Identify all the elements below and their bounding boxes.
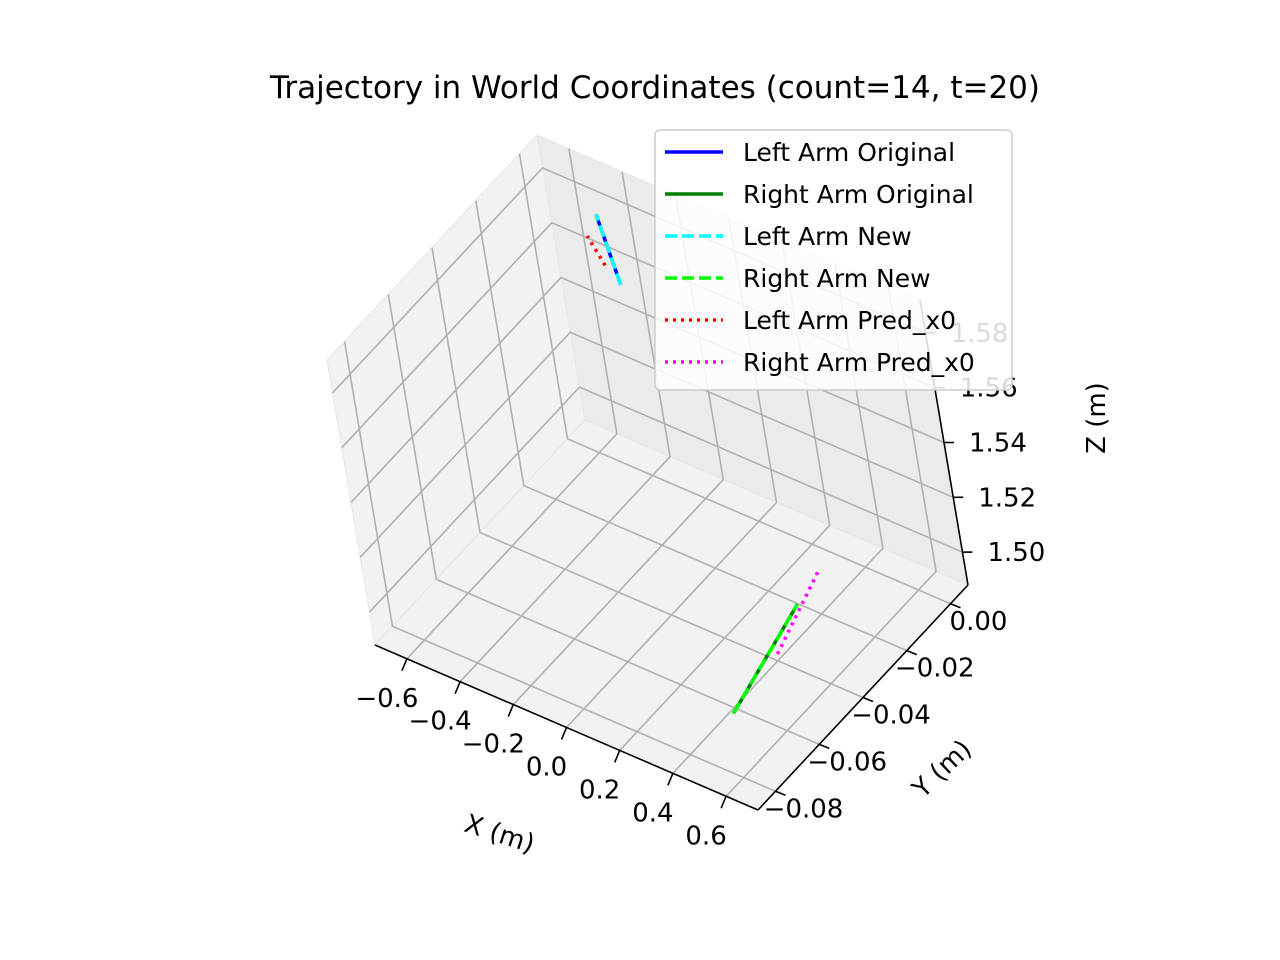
legend-box bbox=[654, 129, 1013, 391]
x-gridline bbox=[406, 148, 618, 660]
z-tick-label: 1.54 bbox=[969, 429, 1027, 459]
x-tick-mark bbox=[613, 750, 621, 763]
series-lines bbox=[585, 213, 822, 715]
z-tick-label: 1.52 bbox=[978, 483, 1036, 513]
y-gridline bbox=[387, 294, 820, 746]
y-tick-label: −0.02 bbox=[895, 654, 975, 684]
legend-label-left-arm-original: Left Arm Original bbox=[743, 138, 955, 167]
x-tick-label: 0.0 bbox=[526, 753, 567, 783]
legend-label-left-arm-new: Left Arm New bbox=[743, 222, 912, 251]
y-tick-label: −0.04 bbox=[851, 701, 931, 731]
y-tick-mark bbox=[818, 743, 830, 750]
z-tick-label: 1.50 bbox=[987, 538, 1045, 568]
x-tick-label: 0.6 bbox=[685, 821, 726, 851]
x-tick-label: 0.4 bbox=[632, 798, 673, 828]
legend-label-left-arm-pred-x0: Left Arm Pred_x0 bbox=[743, 306, 956, 335]
legend-label-right-arm-new: Right Arm New bbox=[743, 264, 931, 293]
x-tick-mark bbox=[560, 727, 568, 740]
x-tick-mark bbox=[667, 773, 674, 786]
series-line-right-arm-new bbox=[731, 603, 799, 715]
x-axis-label: X (m) bbox=[461, 809, 538, 860]
y-tick-mark bbox=[862, 696, 874, 703]
legend: Left Arm Original Right Arm Original Left … bbox=[654, 129, 1013, 391]
x-axis-line bbox=[374, 644, 759, 811]
x-tick-mark bbox=[401, 658, 408, 672]
x-tick-label: 0.2 bbox=[579, 775, 620, 805]
chart-title: Trajectory in World Coordinates (count=1… bbox=[269, 70, 1040, 106]
y-tick-label: −0.06 bbox=[807, 747, 887, 777]
x-tick-mark bbox=[507, 704, 515, 717]
series-line-left-arm-pred-x0 bbox=[585, 235, 607, 267]
x-tick-mark bbox=[720, 795, 727, 809]
z-gridline bbox=[359, 331, 954, 558]
x-tick-label: −0.2 bbox=[462, 730, 525, 760]
y-gridline bbox=[475, 200, 908, 652]
y-tick-mark bbox=[775, 790, 786, 796]
legend-label-right-arm-pred-x0: Right Arm Pred_x0 bbox=[743, 348, 975, 377]
y-axis-label: Y (m) bbox=[906, 734, 978, 805]
y-gridline bbox=[431, 247, 864, 699]
y-tick-label: −0.08 bbox=[764, 794, 844, 824]
x-tick-label: −0.4 bbox=[409, 707, 472, 737]
z-gridline bbox=[368, 386, 963, 613]
legend-label-right-arm-original: Right Arm Original bbox=[743, 180, 974, 209]
y-tick-mark bbox=[950, 603, 961, 609]
z-axis-label: Z (m) bbox=[1082, 382, 1112, 454]
y-gridline bbox=[518, 153, 951, 605]
x-tick-mark bbox=[454, 681, 461, 694]
y-tick-mark bbox=[906, 649, 918, 656]
y-axis-line bbox=[757, 584, 969, 811]
x-gridline bbox=[459, 171, 671, 683]
y-gridline bbox=[343, 341, 776, 793]
series-line-left-arm-new bbox=[594, 213, 623, 286]
tick-labels: −0.6−0.4−0.20.0 0.2 0.4 0.6 −0.08 −0.06 −0.04 −… bbox=[355, 319, 1045, 851]
x-tick-label: −0.6 bbox=[355, 684, 418, 714]
y-tick-label: 0.00 bbox=[950, 607, 1008, 637]
